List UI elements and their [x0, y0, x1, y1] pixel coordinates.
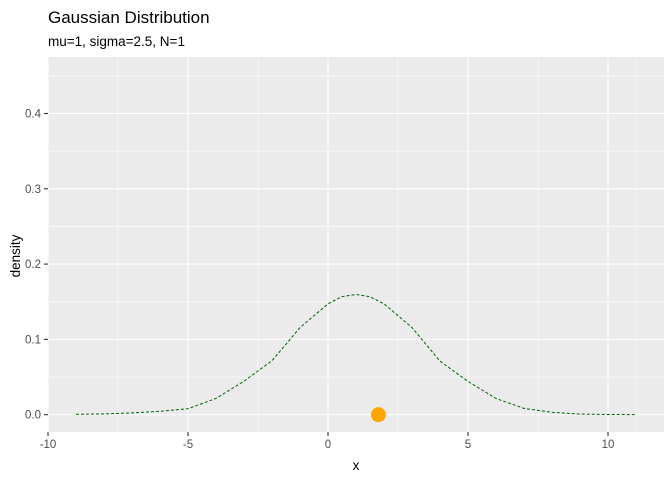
y-axis: 0.0 0.1 0.2 0.3 0.4	[25, 108, 48, 422]
x-tick-label: -10	[40, 439, 57, 451]
y-tick-label: 0.2	[25, 259, 41, 271]
y-tick-label: 0.0	[25, 410, 41, 422]
y-tick-label: 0.3	[25, 184, 41, 196]
x-tick-label: 10	[602, 439, 615, 451]
chart-subtitle: mu=1, sigma=2.5, N=1	[48, 34, 185, 49]
x-axis-title: x	[353, 458, 360, 473]
points-layer	[370, 407, 386, 423]
y-axis-title: density	[8, 234, 23, 277]
y-tick-label: 0.1	[25, 334, 41, 346]
minor-gridlines	[48, 57, 664, 432]
chart-title: Gaussian Distribution	[48, 8, 210, 27]
x-tick-label: -5	[183, 439, 193, 451]
plot-panel	[48, 57, 664, 432]
y-tick-label: 0.4	[25, 108, 42, 120]
density-line	[75, 294, 637, 416]
x-tick-label: 5	[465, 439, 471, 451]
major-gridlines	[47, 57, 664, 432]
sample-point	[370, 407, 386, 423]
x-tick-label: 0	[325, 439, 331, 451]
x-axis: -10 -5 0 5 10	[40, 432, 615, 451]
series-layer	[75, 294, 637, 416]
